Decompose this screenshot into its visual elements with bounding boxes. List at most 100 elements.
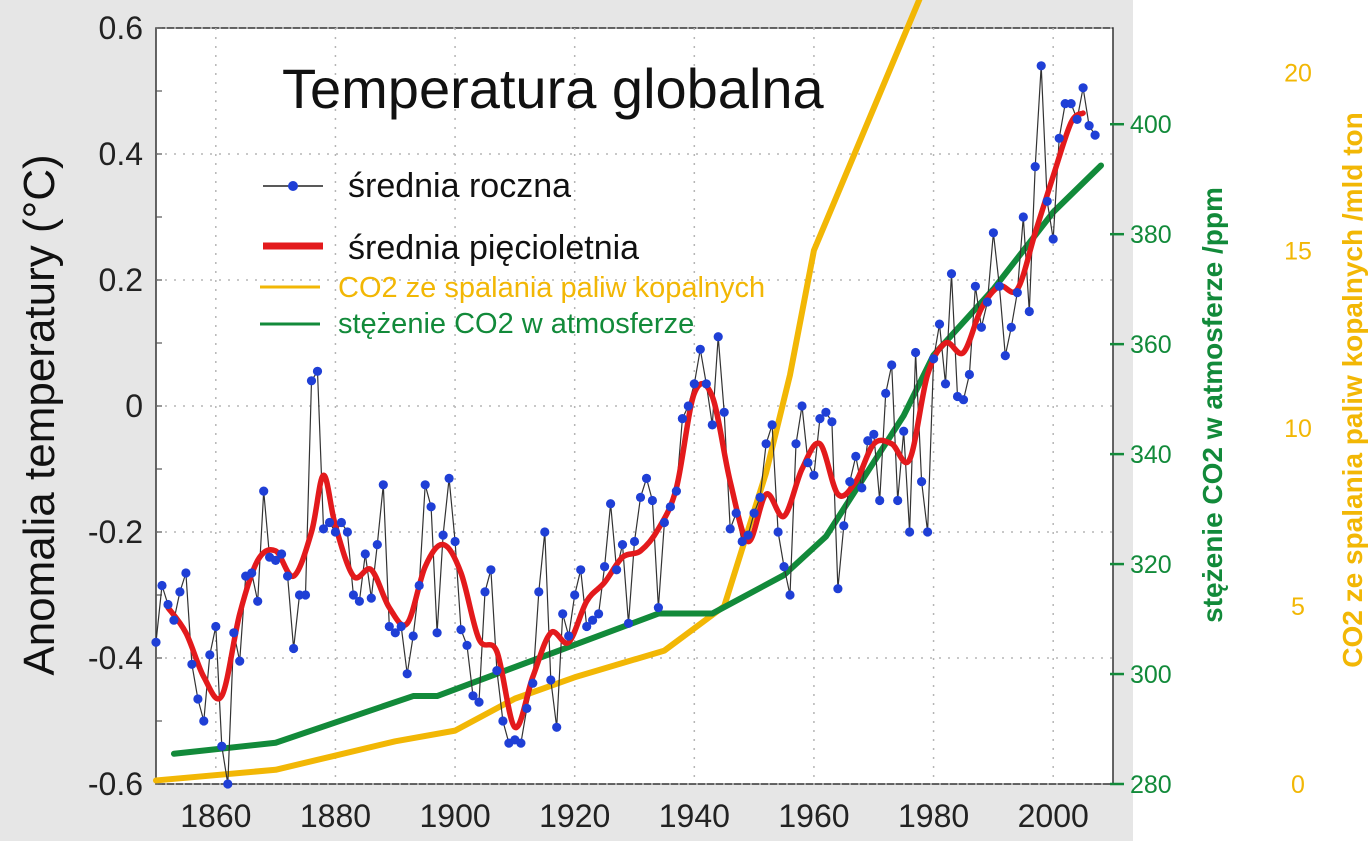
- annual-mean-point: [707, 420, 717, 430]
- legend-label-fossil: CO2 ze spalania paliw kopalnych: [338, 272, 765, 304]
- annual-mean-point: [169, 615, 179, 625]
- y3-tick-label: 15: [1284, 237, 1312, 265]
- legend-label-co2: stężenie CO2 w atmosferze: [338, 308, 694, 340]
- annual-mean-point: [743, 530, 753, 540]
- annual-mean-point: [857, 483, 867, 493]
- annual-mean-point: [223, 779, 233, 789]
- annual-mean-point: [934, 319, 945, 329]
- annual-mean-point: [582, 621, 592, 632]
- annual-mean-point: [641, 473, 652, 483]
- annual-mean-point: [354, 596, 364, 606]
- annual-mean-point: [887, 360, 897, 370]
- annual-mean-point: [300, 590, 311, 600]
- annual-mean-point: [659, 517, 670, 528]
- annual-mean-point: [940, 379, 951, 389]
- annual-mean-point: [1066, 99, 1076, 109]
- annual-mean-point: [1024, 306, 1034, 317]
- annual-mean-point: [635, 492, 646, 502]
- annual-mean-point: [498, 716, 508, 726]
- annual-mean-point: [576, 565, 586, 575]
- annual-mean-point: [755, 492, 765, 502]
- annual-mean-point: [791, 439, 801, 449]
- x-tick-label: 1980: [898, 798, 969, 834]
- annual-mean-point: [701, 379, 711, 389]
- annual-mean-point: [175, 587, 185, 597]
- annual-mean-point: [432, 628, 442, 638]
- annual-mean-point: [277, 549, 287, 559]
- chart-title: Temperatura globalna: [282, 57, 825, 120]
- annual-mean-point: [677, 414, 688, 424]
- y3-tick-label: 10: [1284, 415, 1312, 443]
- annual-mean-point: [312, 366, 323, 376]
- y-tick-label: 0.6: [99, 10, 143, 46]
- annual-mean-point: [570, 590, 580, 600]
- legend-label-five-year: średnia pięcioletnia: [348, 229, 639, 267]
- annual-mean-point: [725, 524, 735, 534]
- annual-mean-point: [516, 738, 526, 748]
- y2-tick-label: 280: [1130, 771, 1172, 799]
- annual-mean-point: [1006, 322, 1016, 332]
- annual-mean-point: [384, 621, 394, 632]
- annual-mean-point: [899, 426, 909, 436]
- annual-mean-point: [785, 590, 795, 600]
- y3-axis-label: CO2 ze spalania paliw kopalnych /mld ton: [1337, 112, 1368, 667]
- annual-mean-point: [803, 458, 813, 468]
- annual-mean-point: [181, 568, 191, 578]
- y-tick-label: 0.2: [99, 262, 143, 298]
- annual-mean-point: [348, 590, 358, 600]
- x-tick-label: 1860: [180, 798, 251, 834]
- annual-mean-point: [1048, 234, 1058, 244]
- annual-mean-point: [863, 436, 873, 446]
- x-tick-label: 1940: [659, 798, 730, 834]
- annual-mean-point: [462, 640, 472, 651]
- annual-mean-point: [1000, 351, 1010, 361]
- annual-mean-point: [318, 524, 329, 534]
- annual-mean-point: [695, 344, 705, 354]
- annual-mean-point: [665, 502, 676, 512]
- annual-mean-point: [731, 508, 741, 518]
- x-tick-label: 1900: [419, 798, 490, 834]
- annual-mean-point: [414, 580, 424, 591]
- annual-mean-point: [875, 495, 885, 506]
- annual-mean-point: [450, 536, 460, 547]
- legend: średnia roczna średnia pięcioletnia CO2 ze…: [260, 167, 765, 340]
- annual-mean-point: [773, 527, 783, 537]
- annual-mean-point: [187, 659, 197, 669]
- annual-mean-point: [253, 596, 263, 606]
- annual-mean-point: [653, 603, 664, 613]
- annual-mean-point: [1030, 162, 1040, 172]
- annual-mean-point: [289, 643, 299, 654]
- y2-axis-label: stężenie CO2 w atmosferze /ppm: [1197, 187, 1228, 623]
- y-tick-label: -0.2: [88, 514, 143, 550]
- annual-mean-point: [390, 628, 400, 638]
- annual-mean-point: [905, 527, 915, 537]
- annual-mean-point: [1084, 121, 1094, 131]
- y2-tick-label: 340: [1130, 441, 1172, 469]
- x-tick-label: 1960: [778, 798, 849, 834]
- axis-ticks: 1860 1880 1900 1920 1940 1960 1980 2000-0.6-0.4…: [88, 10, 1312, 834]
- annual-mean-point: [588, 615, 598, 625]
- y-tick-label: 0.4: [99, 136, 143, 172]
- annual-mean-point: [324, 517, 335, 528]
- legend-label-annual: średnia roczna: [348, 167, 571, 205]
- annual-mean-point: [247, 568, 257, 578]
- annual-mean-point: [881, 388, 891, 398]
- x-tick-label: 1920: [539, 798, 610, 834]
- annual-mean-point: [528, 678, 538, 688]
- annual-mean-point: [1018, 212, 1028, 222]
- annual-mean-point: [617, 540, 628, 550]
- annual-mean-point: [964, 369, 975, 380]
- annual-mean-point: [366, 593, 376, 603]
- annual-mean-point: [564, 631, 574, 641]
- y-tick-label: -0.4: [88, 640, 143, 676]
- x-tick-label: 2000: [1018, 798, 1089, 834]
- annual-mean-point: [689, 379, 699, 389]
- annual-mean-point: [534, 587, 544, 597]
- annual-mean-point: [994, 281, 1005, 291]
- annual-mean-point: [193, 694, 203, 704]
- annual-mean-point: [833, 584, 843, 594]
- annual-mean-point: [917, 477, 927, 487]
- annual-mean-point: [839, 521, 849, 531]
- annual-mean-point: [869, 429, 879, 439]
- annual-mean-point: [205, 650, 215, 660]
